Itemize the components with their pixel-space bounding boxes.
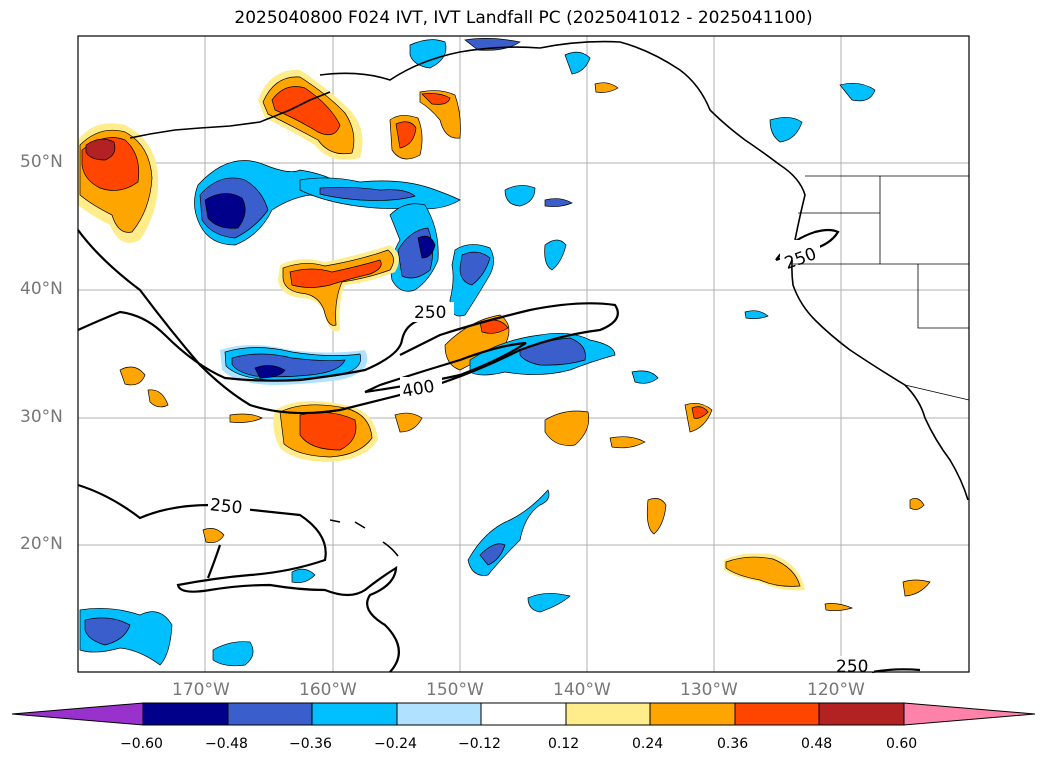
chart-title: 2025040800 F024 IVT, IVT Landfall PC (20… [234, 8, 813, 28]
colorbar-tick: 0.12 [548, 736, 580, 752]
pc-blob [544, 410, 590, 446]
ivt-contour [77, 229, 619, 415]
colorbar-extend-low [11, 702, 144, 726]
pc-blob [564, 51, 591, 75]
colorbar-cell [565, 702, 651, 726]
lat-label: 50°N [20, 152, 63, 172]
pc-blob [631, 370, 659, 384]
pc-blob [212, 641, 254, 667]
lon-label: 140°W [553, 680, 611, 700]
pc-blob [646, 498, 667, 535]
lon-label: 160°W [299, 680, 357, 700]
pc-blob [744, 310, 769, 320]
colorbar-cell [142, 702, 229, 726]
colorbar-cell [818, 702, 905, 726]
colorbar-cell [227, 702, 313, 726]
pc-blob [271, 86, 341, 136]
pc-blob [479, 543, 506, 566]
lat-label: 30°N [20, 407, 63, 427]
colorbar-cell [311, 702, 398, 726]
colorbar-tick: 0.36 [717, 736, 749, 752]
pc-blob [691, 406, 709, 419]
pc-blob [527, 593, 571, 613]
lon-label: 150°W [426, 680, 484, 700]
lon-label: 130°W [680, 680, 738, 700]
pc-blob [147, 389, 169, 408]
colorbar-extend-high [903, 702, 1036, 726]
colorbar-tick: −0.60 [120, 736, 163, 752]
ivt-contour [206, 544, 222, 579]
colorbar-tick: −0.48 [205, 736, 248, 752]
contour-label: 250 [414, 303, 446, 323]
pc-blob [291, 568, 316, 584]
pc-shading [78, 38, 931, 667]
lon-label: 170°W [172, 680, 230, 700]
colorbar-cell [396, 702, 482, 726]
ivt-contour [77, 310, 421, 382]
colorbar-tick: 0.60 [886, 736, 918, 752]
pc-blob [725, 556, 801, 587]
pc-blob [299, 412, 357, 451]
pc-blob [202, 528, 225, 544]
colorbar-tick: −0.36 [289, 736, 332, 752]
colorbar-cell [649, 702, 736, 726]
pc-blob [504, 185, 536, 207]
pc-blob [421, 93, 451, 105]
pc-blob [902, 579, 931, 597]
state-borders [793, 175, 970, 401]
pc-blob [609, 436, 646, 449]
map-frame [77, 35, 970, 673]
border-us-mexico [904, 384, 970, 401]
pc-blob [395, 121, 417, 149]
lat-label: 20°N [20, 534, 63, 554]
pc-blob [417, 235, 436, 259]
colorbar-cell [480, 702, 567, 726]
pc-blob [409, 39, 447, 69]
pc-blob [394, 412, 423, 433]
pc-blob [119, 366, 146, 386]
gridlines [78, 36, 969, 672]
pc-blob [544, 239, 567, 271]
lat-label: 40°N [20, 279, 63, 299]
colorbar [11, 702, 1036, 726]
colorbar-cell [734, 702, 820, 726]
pc-blob [544, 198, 573, 207]
contour-label: 250 [209, 495, 243, 518]
pc-blob [769, 117, 803, 143]
pc-blob [824, 603, 854, 612]
pc-blob [319, 186, 416, 201]
pc-blob [229, 413, 263, 423]
pc-blob [84, 617, 131, 646]
border-ca-nv [917, 264, 969, 329]
pc-blob [254, 365, 286, 379]
pc-blob [85, 138, 116, 161]
pc-blob [909, 498, 925, 510]
colorbar-tick: 0.24 [632, 736, 664, 752]
lon-label: 120°W [807, 680, 865, 700]
pc-blob [204, 193, 246, 229]
colorbar-tick: −0.12 [458, 736, 501, 752]
pc-blob [839, 83, 876, 102]
colorbar-tick: 0.48 [801, 736, 833, 752]
pc-blob [459, 251, 491, 286]
colorbar-tick: −0.24 [374, 736, 417, 752]
ivt-contour [871, 668, 921, 674]
coastline-hawaii [329, 519, 399, 557]
pc-blob [594, 82, 619, 93]
coastline-aleutians [129, 91, 331, 139]
pc-blob [289, 259, 382, 288]
contour-label: 250 [836, 657, 868, 677]
